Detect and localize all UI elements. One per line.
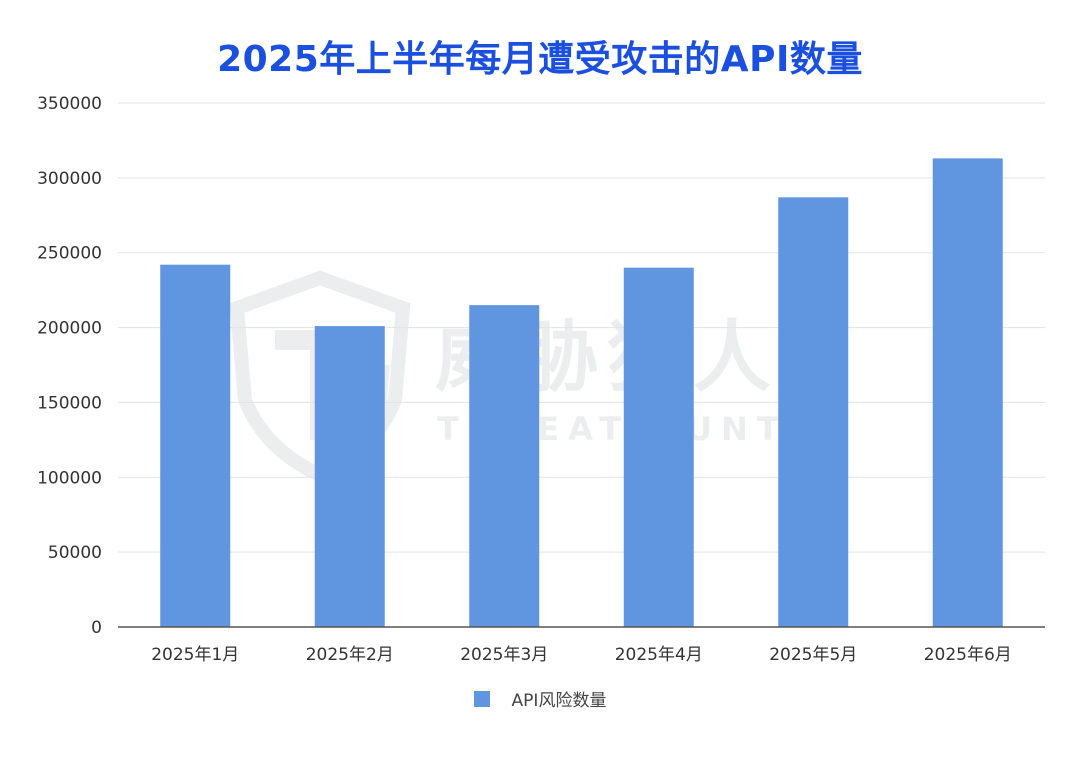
bar [932, 158, 1003, 627]
legend-swatch [473, 690, 490, 707]
bars [160, 158, 1003, 627]
y-tick-label: 350000 [37, 94, 102, 114]
bar [623, 267, 694, 627]
y-tick-label: 300000 [37, 169, 102, 189]
chart-title: 2025年上半年每月遭受攻击的API数量 [217, 39, 863, 80]
legend-label: API风险数量 [511, 691, 607, 711]
bar [314, 326, 385, 627]
x-axis-ticks: 2025年1月 2025年2月 2025年3月 2025年4月 2025年5月 2025年… [151, 645, 1012, 665]
y-tick-label: 250000 [37, 244, 102, 264]
x-tick-label: 2025年2月 [306, 645, 394, 665]
y-tick-label: 150000 [37, 393, 102, 413]
x-tick-label: 2025年4月 [615, 645, 703, 665]
bar [160, 264, 231, 627]
y-tick-label: 100000 [37, 468, 102, 488]
legend: API风险数量 [0, 686, 1080, 711]
grid-lines [118, 102, 1045, 553]
x-tick-label: 2025年3月 [460, 645, 548, 665]
y-tick-label: 0 [91, 618, 102, 638]
y-tick-label: 50000 [48, 543, 102, 563]
bar [778, 197, 849, 627]
y-tick-label: 200000 [37, 319, 102, 339]
x-tick-label: 2025年1月 [151, 645, 239, 665]
x-tick-label: 2025年6月 [924, 645, 1012, 665]
x-tick-label: 2025年5月 [769, 645, 857, 665]
y-axis-ticks: 350000 300000 250000 200000 150000 100000 5000… [37, 94, 102, 638]
bar [469, 305, 540, 627]
